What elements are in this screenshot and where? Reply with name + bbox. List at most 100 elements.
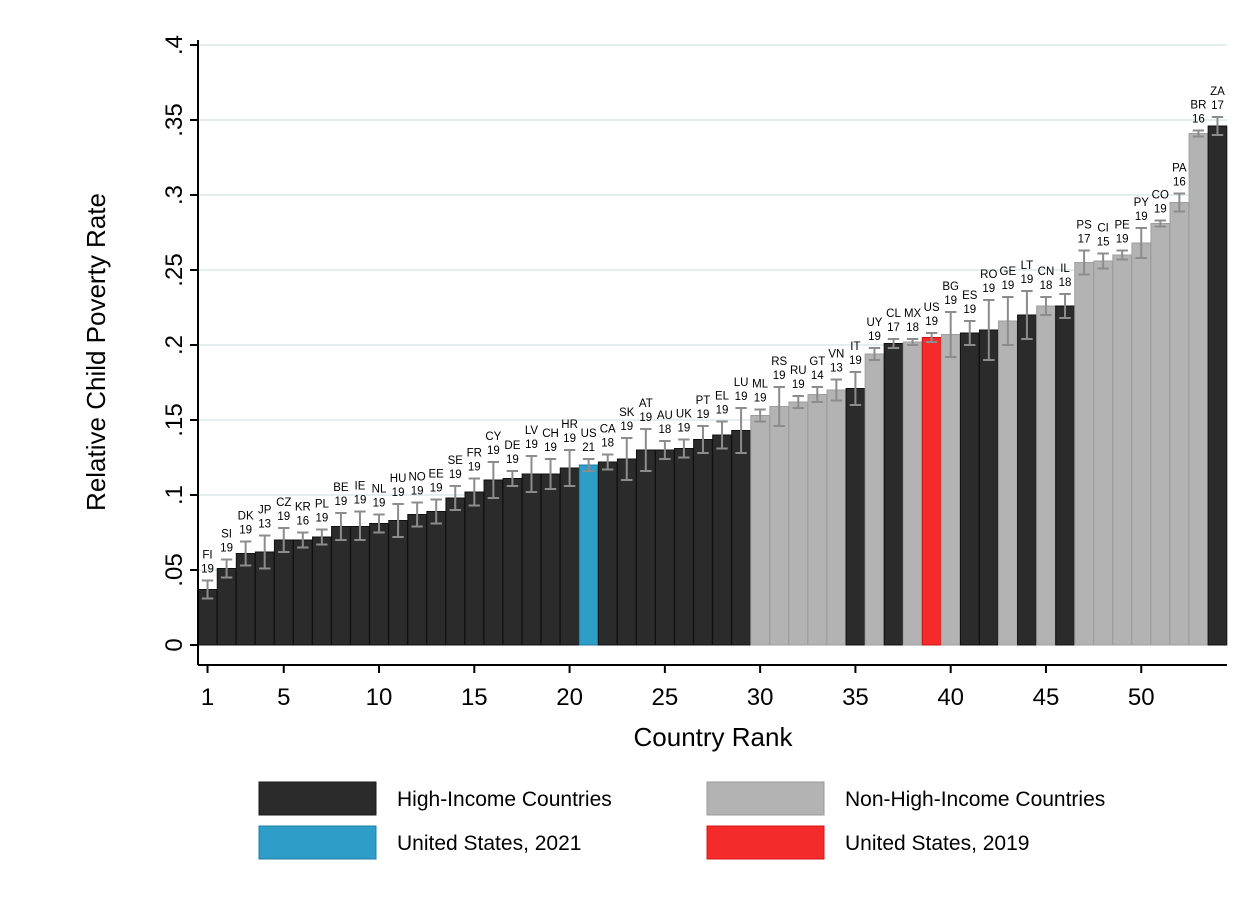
legend-label-us19: United States, 2019	[845, 832, 1029, 855]
axes: 0.05.1.15.2.25.3.35.41 5 10 15 20 25 30 35 40 45 5…	[161, 35, 1227, 711]
error-bars	[201, 116, 1224, 600]
bar-label-year: 19	[392, 487, 405, 499]
bar-label-year: 19	[792, 379, 805, 391]
bar-label-country: PE	[1115, 220, 1131, 232]
bar-label-year: 19	[678, 423, 691, 435]
bar-label-year: 19	[868, 331, 881, 343]
y-tick-label: .1	[161, 485, 188, 505]
bar-label-year: 19	[735, 391, 748, 403]
bar-label-year: 16	[1173, 177, 1186, 189]
bar-ml-19	[750, 415, 770, 646]
bar-label-year: 18	[906, 322, 919, 334]
bar-ps-17	[1074, 262, 1094, 646]
bar-label-country: EL	[715, 391, 730, 403]
legend-swatch-nonhigh	[706, 781, 825, 816]
bar-label-year: 15	[1097, 237, 1110, 249]
bar-label-country: SK	[619, 407, 635, 419]
bar-label-country: VN	[828, 349, 844, 361]
bar-labels: FI 19 SI 19 DK 19 JP 13 CZ 19 KR 16 PL 19 BE 19 IE 19 NL 19…	[201, 86, 1225, 576]
bar-cy-19	[483, 479, 504, 646]
y-tick-label: .4	[161, 35, 188, 55]
bar-label-year: 16	[296, 516, 309, 528]
bar-label-country: LT	[1021, 260, 1034, 272]
bar-label-country: AT	[639, 398, 653, 410]
legend-label-nonhigh: Non-High-Income Countries	[845, 788, 1105, 811]
bar-label-year: 13	[258, 519, 271, 531]
bar-se-19	[445, 497, 466, 646]
bar-label-country: CY	[485, 431, 501, 443]
bar-br-16	[1188, 133, 1209, 646]
bar-ch-19	[540, 473, 561, 646]
bar-label-year: 19	[944, 295, 957, 307]
bar-label-country: DE	[504, 440, 520, 452]
bar-label-year: 19	[525, 439, 538, 451]
bar-label-country: KR	[295, 502, 311, 514]
bar-label-country: LV	[525, 425, 539, 437]
bar-lu-19	[731, 430, 751, 646]
bar-label-country: BE	[333, 482, 349, 494]
bar-us-19	[921, 337, 942, 646]
x-tick-label: 15	[461, 684, 488, 711]
bar-label-country: CL	[886, 308, 901, 320]
bar-label-country: IT	[850, 341, 860, 353]
bar-label-year: 17	[1211, 100, 1224, 112]
bar-label-year: 19	[1001, 280, 1014, 292]
x-tick-label: 45	[1033, 684, 1060, 711]
bar-label-country: SI	[221, 529, 232, 541]
x-tick-label: 30	[747, 684, 774, 711]
bar-ci-15	[1093, 260, 1113, 646]
bar-label-year: 16	[1192, 114, 1205, 126]
bar-label-year: 19	[335, 496, 348, 508]
bar-label-country: CI	[1097, 223, 1109, 235]
bar-rs-19	[769, 406, 790, 646]
bar-label-country: BG	[942, 281, 959, 293]
bar-label-country: GE	[1000, 266, 1017, 278]
bar-label-country: RO	[980, 269, 997, 281]
bar-label-country: FI	[202, 550, 212, 562]
bar-label-year: 19	[925, 316, 938, 328]
bar-uy-19	[864, 353, 885, 646]
bar-es-19	[959, 332, 980, 646]
bar-label-year: 19	[277, 511, 290, 523]
bar-hu-19	[388, 520, 408, 646]
x-tick-label: 35	[842, 684, 869, 711]
y-tick-label: .3	[161, 185, 188, 205]
x-tick-label: 25	[652, 684, 679, 711]
x-tick-label: 1	[201, 684, 214, 711]
bar-kr-16	[292, 539, 313, 646]
bar-label-year: 19	[468, 462, 481, 474]
x-axis-title: Country Rank	[634, 722, 794, 752]
bar-pt-19	[693, 439, 713, 646]
bar-cn-18	[1036, 305, 1056, 646]
bar-label-year: 19	[963, 304, 976, 316]
bar-label-country: RS	[771, 356, 787, 368]
bar-label-year: 19	[1021, 274, 1034, 286]
bar-pe-19	[1112, 254, 1133, 646]
bar-label-country: US	[581, 428, 597, 440]
bar-hr-19	[559, 467, 580, 646]
bar-label-country: ES	[962, 290, 978, 302]
bar-label-year: 19	[220, 543, 233, 555]
bar-label-country: CO	[1152, 190, 1169, 202]
bar-cl-17	[883, 343, 904, 646]
y-tick-label: .15	[161, 403, 188, 436]
bar-dk-19	[235, 553, 256, 646]
bar-label-year: 19	[315, 513, 328, 525]
bar-label-country: ML	[752, 379, 769, 391]
bar-label-year: 17	[887, 322, 900, 334]
bar-label-year: 19	[544, 442, 557, 454]
bar-pa-16	[1169, 202, 1190, 646]
bar-label-year: 19	[239, 525, 252, 537]
bar-pl-19	[312, 536, 332, 646]
bar-label-year: 19	[849, 355, 862, 367]
bar-label-year: 13	[830, 363, 843, 375]
y-tick-label: .25	[161, 253, 188, 286]
bar-label-country: CH	[542, 428, 559, 440]
y-axis-title: Relative Child Poverty Rate	[81, 193, 111, 511]
bar-label-year: 19	[506, 454, 519, 466]
bar-label-country: RU	[790, 365, 807, 377]
y-tick-label: 0	[161, 638, 188, 651]
bar-label-year: 18	[658, 424, 671, 436]
legend: High-Income Countries Non-High-Income Co…	[258, 781, 1105, 860]
